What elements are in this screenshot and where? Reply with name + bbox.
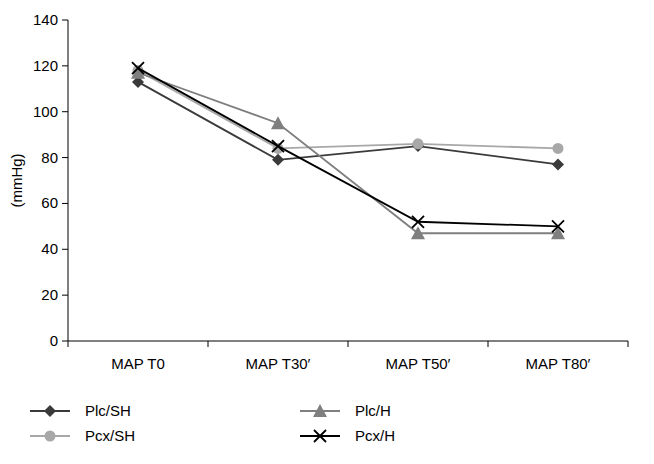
x-tick	[628, 341, 629, 347]
data-point	[552, 220, 564, 232]
legend-entry: Pcx/SH	[30, 427, 135, 444]
y-tick	[62, 111, 68, 112]
data-point	[553, 143, 564, 154]
legend-marker	[314, 430, 326, 442]
y-axis-label: (mmHg)	[8, 153, 25, 207]
x-tick	[348, 341, 349, 347]
y-tick	[62, 157, 68, 158]
data-point	[271, 116, 285, 129]
chart: 0 20 40 60 80 100 120 140 (mmHg) MAP T0 MAP T30′ MA…	[0, 0, 654, 464]
legend-marker	[44, 405, 56, 417]
series-line	[138, 73, 558, 234]
data-point	[551, 226, 565, 239]
y-tick	[62, 341, 68, 342]
x-tick	[68, 341, 69, 347]
plot-area	[131, 62, 565, 239]
data-point	[132, 62, 144, 74]
series-line	[138, 68, 558, 226]
y-tick	[62, 20, 68, 21]
x-tick-label: MAP T50′	[386, 355, 451, 372]
series-line	[138, 70, 558, 148]
y-tick-label: 100	[33, 103, 58, 120]
y-tick	[62, 295, 68, 296]
x-tick	[488, 341, 489, 347]
x-tick-label: MAP T80′	[526, 355, 591, 372]
legend-marker	[313, 404, 327, 417]
legend-label: Plc/H	[355, 402, 391, 419]
x-tick-label: MAP T30′	[246, 355, 311, 372]
y-tick	[62, 65, 68, 66]
data-point	[552, 158, 564, 170]
y-tick-label: 120	[33, 57, 58, 74]
legend-entry: Pcx/H	[300, 427, 395, 444]
y-tick	[62, 249, 68, 250]
data-point	[272, 154, 284, 166]
series-line	[138, 82, 558, 165]
y-tick-label: 80	[41, 149, 58, 166]
y-tick-label: 60	[41, 194, 58, 211]
y-tick-label: 20	[41, 286, 58, 303]
data-point	[272, 140, 284, 152]
data-point	[411, 226, 425, 239]
legend-label: Pcx/SH	[85, 427, 135, 444]
y-tick-label: 0	[50, 332, 58, 349]
x-tick	[208, 341, 209, 347]
y-tick-label: 140	[33, 11, 58, 28]
data-point	[413, 138, 424, 149]
y-tick	[62, 203, 68, 204]
x-tick-label: MAP T0	[111, 355, 165, 372]
legend-label: Plc/SH	[85, 402, 131, 419]
data-point	[412, 216, 424, 228]
legend-entry: Plc/H	[300, 402, 391, 419]
y-axis	[68, 20, 69, 341]
legend-entry: Plc/SH	[30, 402, 131, 419]
y-tick-label: 40	[41, 240, 58, 257]
legend-marker	[45, 431, 56, 442]
legend-label: Pcx/H	[355, 427, 395, 444]
